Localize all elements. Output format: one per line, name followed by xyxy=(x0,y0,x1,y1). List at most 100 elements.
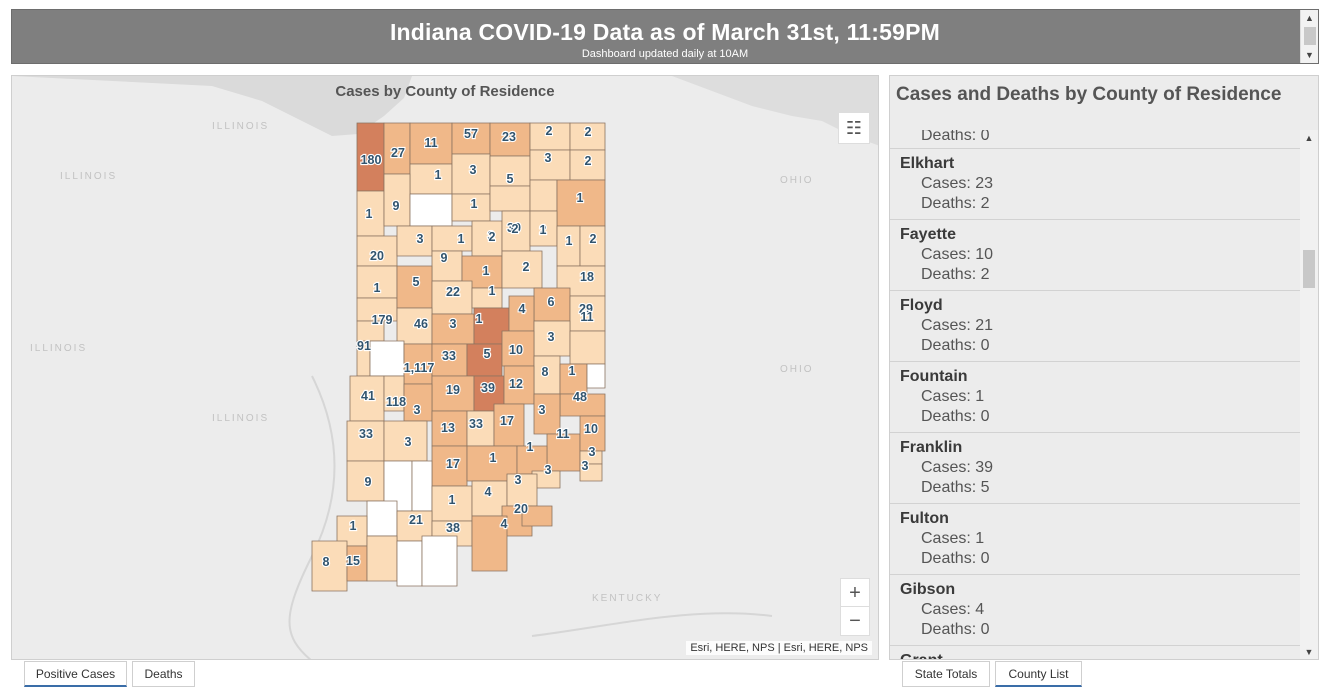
county-value-label: 3 xyxy=(488,229,495,243)
county-shape[interactable] xyxy=(409,193,453,227)
list-item[interactable]: Elkhart Cases: 23 Deaths: 2 xyxy=(890,149,1300,220)
county-value-label: 3 xyxy=(589,445,596,459)
map-attribution[interactable]: Esri, HERE, NPS | Esri, HERE, NPS xyxy=(686,641,872,655)
county-value-label: 1 xyxy=(449,493,456,507)
county-value-label: 1 xyxy=(476,312,483,326)
region-label: ILLINOIS xyxy=(60,171,117,182)
zoom-in-button[interactable]: + xyxy=(841,579,869,607)
list-item[interactable]: Fountain Cases: 1 Deaths: 0 xyxy=(890,362,1300,433)
county-value-label: 5 xyxy=(507,172,514,186)
indiana-county-map[interactable]: ILLINOIS ILLINOIS ILLINOIS ILLINOIS OHIO… xyxy=(12,76,879,660)
zoom-control: + − xyxy=(840,578,870,636)
county-value-label: 3 xyxy=(450,317,457,331)
county-value-label: 1 xyxy=(527,440,534,454)
county-value-label: 3 xyxy=(582,459,589,473)
county-shape[interactable] xyxy=(569,330,606,365)
county-value-label: 3 xyxy=(470,163,477,177)
county-value-label: 23 xyxy=(502,130,516,144)
dashboard-title: Indiana COVID-19 Data as of March 31st, … xyxy=(389,19,941,45)
county-shape[interactable] xyxy=(396,540,423,587)
county-shape[interactable] xyxy=(471,287,503,309)
list-item[interactable]: Fulton Cases: 1 Deaths: 0 xyxy=(890,504,1300,575)
county-value-label: 20 xyxy=(370,249,384,263)
county-value-label: 2 xyxy=(590,232,597,246)
list-item[interactable]: Grant xyxy=(890,646,1300,659)
scroll-down-icon[interactable]: ▼ xyxy=(1304,647,1314,657)
county-list[interactable]: Deaths: 0 Elkhart Cases: 23 Deaths: 2 Fayet… xyxy=(890,130,1300,659)
county-list-panel: Cases and Deaths by County of Residence … xyxy=(889,75,1319,660)
county-value-label: 10 xyxy=(584,422,598,436)
county-value-label: 11 xyxy=(424,136,437,150)
county-value-label: 9 xyxy=(365,475,372,489)
county-value-label: 17 xyxy=(446,457,460,471)
county-deaths: Deaths: 2 xyxy=(921,195,990,212)
lake-michigan-shape xyxy=(12,76,412,136)
county-name: Floyd xyxy=(900,297,943,314)
county-deaths: Deaths: 2 xyxy=(921,266,990,283)
list-item[interactable]: Floyd Cases: 21 Deaths: 0 xyxy=(890,291,1300,362)
county-shape[interactable] xyxy=(369,340,405,377)
county-shape[interactable] xyxy=(311,540,348,592)
county-shape[interactable] xyxy=(471,515,508,572)
county-value-label: 33 xyxy=(469,417,483,431)
county-shape[interactable] xyxy=(489,185,531,212)
tab-deaths[interactable]: Deaths xyxy=(132,661,195,687)
county-shape[interactable] xyxy=(421,535,458,587)
list-item[interactable]: Franklin Cases: 39 Deaths: 5 xyxy=(890,433,1300,504)
county-value-label: 33 xyxy=(359,427,373,441)
county-value-label: 46 xyxy=(414,317,428,331)
legend-button[interactable]: ☷ xyxy=(838,112,870,144)
county-shape[interactable] xyxy=(579,415,606,452)
scroll-up-icon[interactable]: ▲ xyxy=(1305,13,1314,23)
header-scroll-thumb[interactable] xyxy=(1304,27,1316,45)
region-label: OHIO xyxy=(780,364,814,375)
county-value-label: 18 xyxy=(580,270,594,284)
county-shape[interactable] xyxy=(529,179,558,212)
county-shape[interactable] xyxy=(409,163,453,195)
list-scrollbar[interactable]: ▲ ▼ xyxy=(1300,130,1318,659)
tab-positive-cases[interactable]: Positive Cases xyxy=(24,661,127,687)
county-value-label: 1 xyxy=(350,519,357,533)
county-shape[interactable] xyxy=(366,535,398,582)
county-value-label: 1,117 xyxy=(404,361,435,375)
county-value-label: 3 xyxy=(545,463,552,477)
county-value-label: 11 xyxy=(556,427,569,441)
county-shape[interactable] xyxy=(396,225,433,257)
header-scrollbar[interactable]: ▲ ▼ xyxy=(1300,10,1318,63)
tab-county-list[interactable]: County List xyxy=(995,661,1082,687)
county-deaths: Deaths: 5 xyxy=(921,479,990,496)
county-value-label: 1 xyxy=(577,191,584,205)
list-item[interactable]: Deaths: 0 xyxy=(890,130,1300,149)
county-value-label: 3 xyxy=(405,435,412,449)
county-shape[interactable] xyxy=(411,460,433,512)
county-shape[interactable] xyxy=(579,463,603,482)
county-value-label: 29 xyxy=(579,302,593,316)
list-scroll-thumb[interactable] xyxy=(1303,250,1315,288)
county-name: Elkhart xyxy=(900,155,955,172)
tab-state-totals[interactable]: State Totals xyxy=(902,661,990,687)
county-cases: Cases: 39 xyxy=(921,459,994,476)
county-cases: Cases: 4 xyxy=(921,601,985,618)
county-shape[interactable] xyxy=(431,225,473,252)
region-label: ILLINOIS xyxy=(212,413,269,424)
county-shape[interactable] xyxy=(521,505,553,527)
county-value-label: 22 xyxy=(446,285,460,299)
county-value-label: 1 xyxy=(490,451,497,465)
river-line xyxy=(531,612,773,637)
list-item[interactable]: Fayette Cases: 10 Deaths: 2 xyxy=(890,220,1300,291)
county-value-label: 1 xyxy=(435,168,442,182)
lake-erie-shape xyxy=(672,76,878,146)
county-value-label: 1 xyxy=(569,364,576,378)
county-shape[interactable] xyxy=(366,500,398,537)
county-value-label: 2 xyxy=(540,223,547,237)
county-shape[interactable] xyxy=(586,363,606,389)
county-value-label: 2 xyxy=(546,124,553,138)
region-label: ILLINOIS xyxy=(212,121,269,132)
zoom-out-button[interactable]: − xyxy=(849,610,861,632)
list-item[interactable]: Gibson Cases: 4 Deaths: 0 xyxy=(890,575,1300,646)
county-value-label: 118 xyxy=(386,395,406,409)
county-name: Gibson xyxy=(900,581,956,598)
scroll-down-icon[interactable]: ▼ xyxy=(1305,50,1314,60)
county-value-label: 12 xyxy=(509,377,523,391)
scroll-up-icon[interactable]: ▲ xyxy=(1304,133,1314,143)
